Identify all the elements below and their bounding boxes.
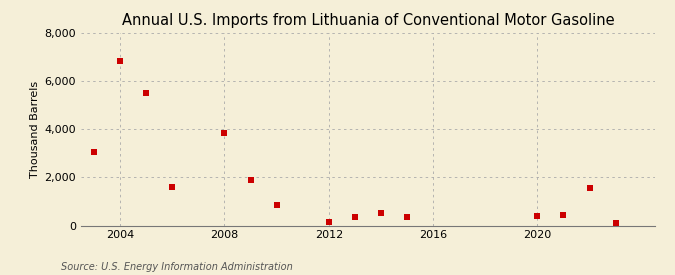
Point — [167, 185, 178, 189]
Point — [610, 220, 621, 225]
Point — [245, 178, 256, 182]
Text: Source: U.S. Energy Information Administration: Source: U.S. Energy Information Administ… — [61, 262, 292, 272]
Point — [323, 220, 334, 224]
Point — [141, 91, 152, 95]
Point — [219, 131, 230, 135]
Point — [350, 215, 360, 219]
Point — [584, 186, 595, 190]
Point — [271, 203, 282, 207]
Point — [402, 215, 412, 219]
Point — [558, 213, 569, 217]
Point — [375, 211, 386, 216]
Y-axis label: Thousand Barrels: Thousand Barrels — [30, 81, 40, 178]
Point — [115, 59, 126, 63]
Title: Annual U.S. Imports from Lithuania of Conventional Motor Gasoline: Annual U.S. Imports from Lithuania of Co… — [122, 13, 614, 28]
Point — [88, 150, 99, 154]
Point — [532, 214, 543, 218]
